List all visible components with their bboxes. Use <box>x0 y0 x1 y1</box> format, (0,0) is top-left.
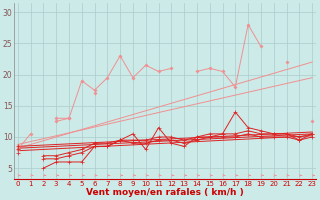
X-axis label: Vent moyen/en rafales ( km/h ): Vent moyen/en rafales ( km/h ) <box>86 188 244 197</box>
